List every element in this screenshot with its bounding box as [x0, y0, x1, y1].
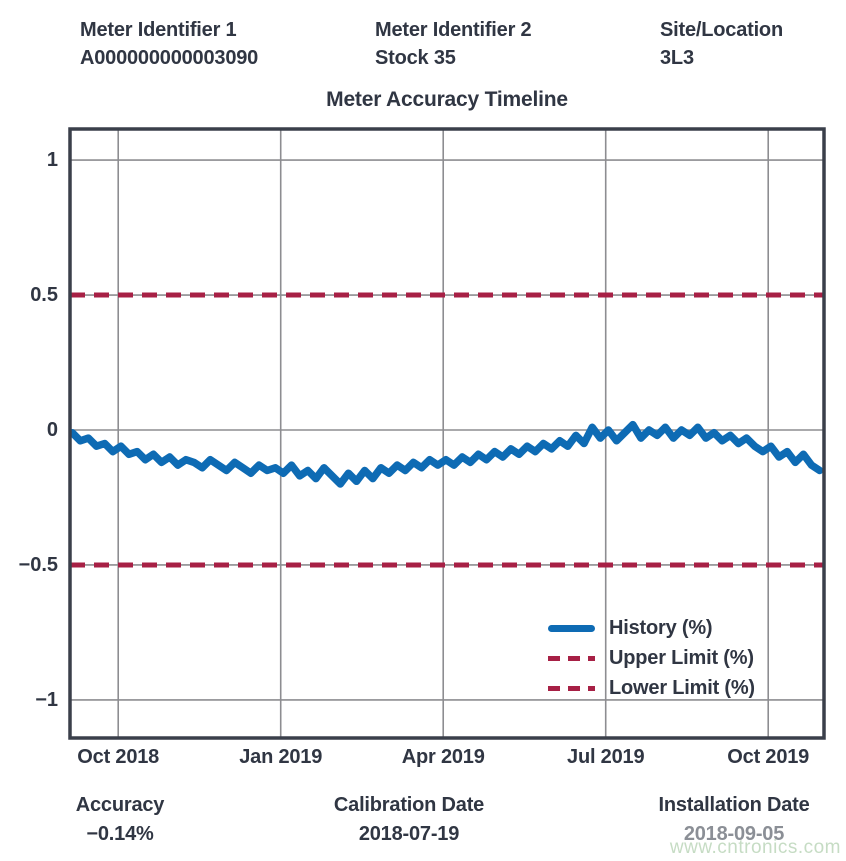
legend-label: Upper Limit (%) — [609, 646, 754, 669]
x-tick-label: Apr 2019 — [401, 746, 485, 768]
footer-field-accuracy: Accuracy −0.14% — [75, 791, 165, 849]
header-field-meter-identifier-2: Meter Identifier 2 Stock 35 — [375, 16, 532, 72]
y-tick-label: −0.5 — [18, 553, 58, 576]
footer-field-value: 2018-07-19 — [358, 823, 460, 845]
footer-field-label: Accuracy — [75, 794, 165, 816]
x-tick-label: Oct 2018 — [77, 746, 160, 768]
x-tick-label: Jul 2019 — [567, 746, 645, 768]
legend-label: History (%) — [609, 616, 713, 639]
history-line — [68, 420, 824, 488]
upper-limit-swatch — [548, 655, 595, 661]
lower-limit-swatch — [548, 685, 595, 691]
x-tick-label: Oct 2019 — [727, 746, 810, 768]
y-tick-label: 0 — [46, 418, 58, 441]
legend-item-lower-limit: Lower Limit (%) — [548, 673, 755, 703]
footer-field-value: −0.14% — [86, 823, 154, 845]
legend: History (%) Upper Limit (%) Lower Limit … — [548, 613, 755, 703]
header-field-value: 3L3 — [660, 47, 694, 69]
header-field-label: Meter Identifier 2 — [375, 19, 532, 41]
footer-field-installation-date: Installation Date 2018-09-05 — [658, 791, 809, 849]
legend-item-upper-limit: Upper Limit (%) — [548, 643, 755, 673]
watermark: www.cntronics.com — [669, 837, 841, 858]
header-field-meter-identifier-1: Meter Identifier 1 A000000000003090 — [80, 16, 258, 72]
chart-title: Meter Accuracy Timeline — [326, 88, 568, 111]
header-field-value: Stock 35 — [375, 47, 456, 69]
x-tick-label: Jan 2019 — [239, 746, 323, 768]
header-field-value: A000000000003090 — [80, 47, 259, 69]
footer-field-label: Installation Date — [658, 794, 810, 816]
footer-field-value: 2018-09-05 — [683, 823, 785, 845]
header-field-label: Site/Location — [660, 19, 783, 41]
y-tick-label: −1 — [35, 688, 58, 711]
header-field-site-location: Site/Location 3L3 — [660, 16, 783, 72]
footer-field-label: Calibration Date — [333, 794, 485, 816]
history-line-swatch — [548, 624, 595, 632]
y-tick-label: 0.5 — [30, 284, 58, 307]
y-tick-label: 1 — [46, 149, 58, 172]
legend-item-history: History (%) — [548, 613, 755, 643]
header-field-label: Meter Identifier 1 — [80, 19, 237, 41]
footer-field-calibration-date: Calibration Date 2018-07-19 — [334, 791, 484, 849]
legend-label: Lower Limit (%) — [609, 676, 755, 699]
